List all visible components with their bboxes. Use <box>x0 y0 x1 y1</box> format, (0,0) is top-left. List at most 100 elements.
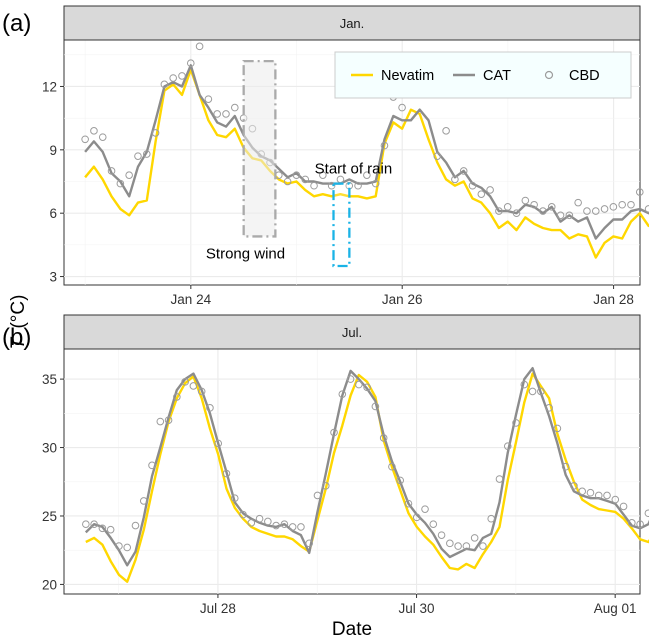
point-cbd <box>437 531 446 539</box>
x-tick-label: Jul 30 <box>399 601 435 616</box>
series-b <box>82 367 649 583</box>
ticks-b: 20 25 30 35 Jul 28 Jul 30 Aug 01 <box>42 372 637 616</box>
ticks-a: 3 6 9 12 Jan 24 Jan 26 Jan 28 <box>42 79 634 307</box>
point-cbd <box>346 375 355 383</box>
point-cbd <box>197 387 206 396</box>
point-cbd <box>354 181 362 190</box>
grid-b <box>64 349 640 594</box>
legend-key-cbd <box>544 70 554 80</box>
point-cbd <box>131 521 140 530</box>
point-cbd <box>636 520 644 528</box>
point-cbd <box>106 525 115 534</box>
point-cbd <box>98 524 107 533</box>
point-cbd <box>319 171 327 179</box>
point-cbd <box>380 141 389 150</box>
legend: Nevatim CAT CBD <box>334 51 632 99</box>
point-cbd <box>338 390 347 398</box>
point-cbd <box>547 203 556 211</box>
point-cbd <box>181 378 189 386</box>
point-cbd <box>123 543 132 552</box>
point-cbd <box>247 519 256 527</box>
point-cbd <box>479 542 487 550</box>
point-cbd <box>495 207 503 215</box>
point-cbd <box>264 517 272 526</box>
point-cbd <box>565 211 574 220</box>
point-cbd <box>462 542 471 550</box>
point-cbd <box>591 207 600 215</box>
point-cbd <box>371 402 380 411</box>
point-cbd <box>231 103 239 112</box>
x-tick-label: Jul 28 <box>200 601 236 616</box>
annotation-label-0: Strong wind <box>206 245 285 262</box>
point-cbd <box>204 95 213 103</box>
point-cbd <box>310 181 318 190</box>
y-tick-label: 6 <box>49 206 57 221</box>
panel-label-b: (b) <box>2 324 31 351</box>
point-cbd <box>521 196 530 205</box>
point-cbd <box>618 200 626 209</box>
point-cbd <box>272 521 280 530</box>
annotation-box-1 <box>332 182 351 268</box>
point-cbd <box>280 520 289 528</box>
legend-label-cat: CAT <box>483 68 511 84</box>
legend-label-cbd: CBD <box>569 68 600 84</box>
point-cbd <box>222 469 231 478</box>
point-cbd <box>570 482 578 490</box>
point-cbd <box>90 127 98 135</box>
point-cbd <box>470 534 479 542</box>
x-axis-title: Date <box>332 619 372 640</box>
strip-b <box>63 314 641 350</box>
series-line-cat <box>84 367 649 567</box>
point-cbd <box>206 404 214 412</box>
annotations-a: Strong wind Start of rain <box>206 59 393 268</box>
point-cbd <box>396 476 405 485</box>
y-tick-label: 3 <box>49 270 57 285</box>
point-cbd <box>355 380 363 389</box>
annotation-label-1: Start of rain <box>315 161 393 178</box>
point-cbd <box>283 177 292 186</box>
y-axis-title-unit: (°C) <box>8 295 29 329</box>
legend-box <box>334 51 632 99</box>
y-tick-label: 35 <box>42 372 57 387</box>
point-cbd <box>134 152 142 160</box>
point-cbd <box>561 462 570 471</box>
point-cbd <box>451 175 459 184</box>
strip-a <box>63 5 641 41</box>
point-cbd <box>553 424 562 433</box>
point-cbd <box>213 110 221 118</box>
y-axis-title-symbol: T <box>8 336 29 349</box>
point-cbd <box>82 520 90 528</box>
point-cbd <box>556 211 565 220</box>
point-cbd <box>503 203 512 211</box>
point-cbd <box>321 482 330 490</box>
point-cbd <box>600 205 609 213</box>
annotation-box-0 <box>242 59 277 238</box>
point-cbd <box>164 416 173 424</box>
y-tick-label: 9 <box>49 143 57 158</box>
y-tick-label: 20 <box>42 577 57 592</box>
point-cbd <box>477 190 486 198</box>
point-cbd <box>115 542 123 550</box>
point-cbd <box>173 393 181 401</box>
point-cbd <box>107 167 116 175</box>
strip-label-a: Jan. <box>340 16 365 31</box>
point-cbd <box>503 442 512 450</box>
series-line-nevatim <box>85 372 649 583</box>
point-cbd <box>288 523 297 531</box>
y-tick-label: 25 <box>42 509 57 524</box>
point-cbd <box>486 186 494 194</box>
point-cbd <box>169 74 177 82</box>
point-cbd <box>98 133 107 141</box>
point-cbd <box>421 505 429 513</box>
point-cbd <box>586 488 595 497</box>
point-cbd <box>454 542 462 550</box>
point-cbd <box>222 110 230 118</box>
point-cbd <box>371 179 380 188</box>
point-cbd <box>398 103 406 112</box>
svg-text:T (°C): T (°C) <box>8 295 29 350</box>
point-cbd <box>404 499 413 508</box>
point-cbd <box>539 207 547 215</box>
point-cbd <box>292 171 301 179</box>
point-cbd <box>512 419 520 427</box>
point-cbd <box>214 439 223 448</box>
